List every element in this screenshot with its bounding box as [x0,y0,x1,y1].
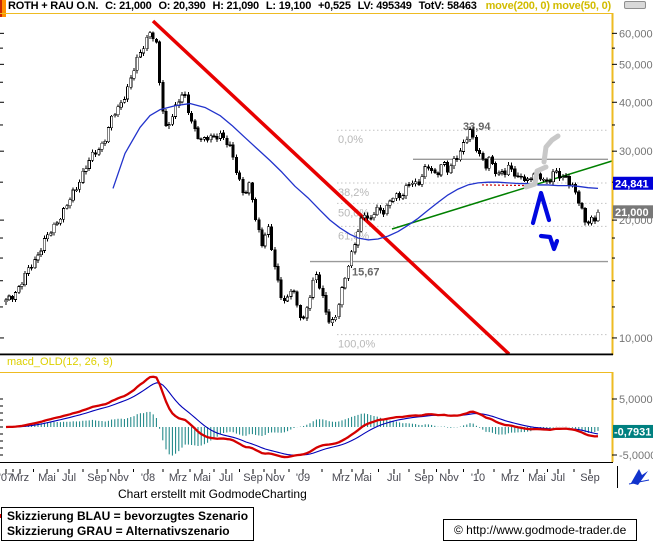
svg-text:-5,0000: -5,0000 [619,450,653,462]
svg-text:-0,7931: -0,7931 [614,426,651,438]
field-low-value: 19,100 [278,0,312,12]
svg-text:'10: '10 [471,472,485,484]
svg-text:Mai: Mai [354,472,372,484]
chart-info-bar: ROTH + RAU O.N. C: 21,000 O: 20,390 H: 2… [8,0,611,13]
svg-text:21,000: 21,000 [615,207,649,219]
svg-text:24,841: 24,841 [615,178,649,190]
svg-text:Sep: Sep [414,472,434,484]
panel-resize-handle[interactable] [624,1,646,9]
svg-text:Mai: Mai [38,472,56,484]
svg-text:100,0%: 100,0% [338,339,376,351]
credit-line: Chart erstellt mit GodmodeCharting [118,487,307,501]
field-low-label: L: [265,0,276,12]
svg-text:Mai: Mai [193,472,211,484]
svg-text:Mrz: Mrz [169,472,187,484]
field-lastvolume-label: LV: [357,0,374,12]
svg-text:40,000: 40,000 [619,97,653,109]
svg-text:Nov: Nov [109,472,129,484]
godmode-logo-icon[interactable] [622,467,652,487]
svg-text:'07: '07 [0,472,13,484]
svg-text:30,000: 30,000 [619,146,653,158]
candlestick-icon [0,0,6,17]
svg-text:33,94: 33,94 [463,121,491,133]
scenario-legend: Skizzierung BLAU = bevorzugtes Szenario … [1,507,255,541]
svg-text:Jul: Jul [387,472,401,484]
svg-text:Jul: Jul [62,472,76,484]
axis-divider [617,466,618,488]
field-lastvolume-value: 495349 [376,0,412,12]
svg-text:'08: '08 [141,472,155,484]
svg-text:38,2%: 38,2% [338,187,369,199]
svg-text:Sep: Sep [580,472,600,484]
svg-text:Sep: Sep [87,472,107,484]
field-totalvolume-label: TotV: [418,0,445,12]
field-high-label: H: [212,0,224,12]
svg-text:Nov: Nov [439,472,459,484]
field-high-value: 21,090 [226,0,260,12]
scenario-blue-line: Skizzierung BLAU = bevorzugtes Szenario [7,509,249,523]
svg-text:Mrz: Mrz [332,472,350,484]
svg-text:Nov: Nov [265,472,285,484]
svg-text:0,0%: 0,0% [338,134,363,146]
svg-text:Jul: Jul [551,472,565,484]
copyright-link: © http://www.godmode-trader.de [443,519,638,541]
field-close-value: 21,000 [119,0,152,12]
svg-text:Mrz: Mrz [11,472,29,484]
field-open-value: 20,390 [173,0,206,12]
field-close-label: C: [105,0,117,12]
svg-text:'09: '09 [296,472,310,484]
instrument-name: ROTH + RAU O.N. [8,0,99,12]
field-change-value: +0,525 [318,0,351,12]
field-totalvolume-value: 58463 [447,0,477,12]
svg-text:60,000: 60,000 [619,28,653,40]
svg-text:Mai: Mai [528,472,546,484]
svg-text:5,0000: 5,0000 [619,394,653,406]
field-open-label: O: [158,0,171,12]
moving-average-settings: move(200, 0) move(50, 0) [485,0,612,12]
svg-text:Sep: Sep [243,472,263,484]
svg-text:15,67: 15,67 [352,267,380,279]
svg-text:10,000: 10,000 [619,333,653,345]
scenario-gray-line: Skizzierung GRAU = Alternativszenario [7,524,230,538]
svg-text:50,000: 50,000 [619,59,653,71]
svg-text:Mrz: Mrz [501,472,519,484]
macd-indicator-label: macd_OLD(12, 26, 9) [7,356,113,368]
svg-text:Jul: Jul [219,472,233,484]
